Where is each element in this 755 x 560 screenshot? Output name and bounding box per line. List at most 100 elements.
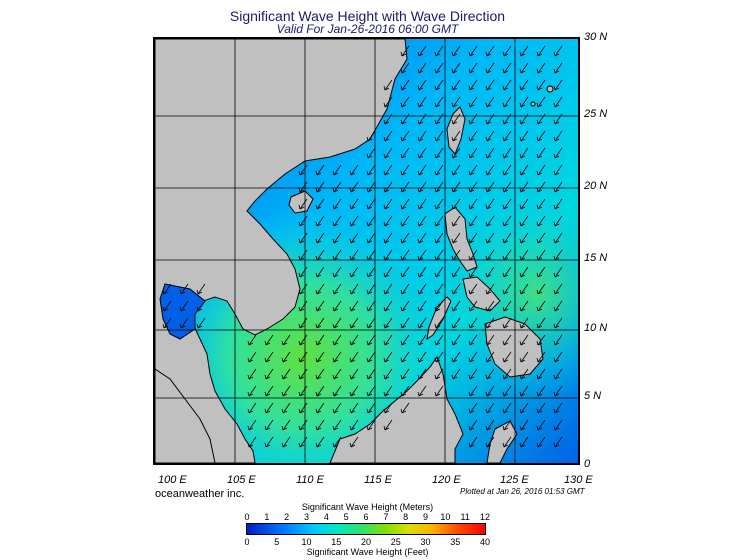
wave-arrow — [468, 113, 478, 125]
land-sulawesi — [486, 420, 518, 463]
wave-arrow — [536, 45, 546, 57]
wave-arrow — [366, 385, 376, 397]
wave-arrow — [383, 402, 393, 414]
credit-text: oceanweather inc. — [155, 488, 245, 500]
wave-arrow — [485, 164, 495, 176]
wave-arrow — [383, 249, 393, 261]
wave-arrow — [349, 436, 359, 448]
wave-arrow — [162, 300, 172, 312]
wave-arrow — [315, 385, 325, 397]
wave-arrow — [383, 368, 393, 380]
lon-label-5: 125 E — [500, 474, 529, 486]
wave-arrow — [553, 317, 563, 329]
wave-arrow — [247, 436, 257, 448]
wave-arrow — [519, 113, 529, 125]
wave-direction-arrows — [162, 45, 563, 448]
wave-arrow — [468, 266, 478, 278]
wave-arrow — [366, 419, 376, 431]
wave-arrow — [468, 368, 478, 380]
wave-arrow — [298, 419, 308, 431]
wave-arrow — [485, 96, 495, 108]
wave-arrow — [349, 249, 359, 261]
wave-arrow — [536, 419, 546, 431]
wave-arrow — [451, 45, 461, 57]
wave-arrow — [434, 181, 444, 193]
lat-label-3: 15 N — [584, 252, 608, 264]
wave-arrow — [468, 96, 478, 108]
wave-arrow — [519, 300, 529, 312]
wave-arrow — [366, 351, 376, 363]
wave-arrow — [349, 368, 359, 380]
wave-arrow — [366, 232, 376, 244]
wave-arrow — [400, 215, 410, 227]
wave-map-canvas — [155, 39, 578, 463]
wave-arrow — [434, 317, 444, 329]
wave-arrow — [366, 181, 376, 193]
wave-arrow — [485, 402, 495, 414]
wave-arrow — [502, 181, 512, 193]
meters-tick-1: 1 — [264, 512, 270, 522]
wave-arrow — [553, 181, 563, 193]
wave-arrow — [332, 317, 342, 329]
wave-arrow — [298, 402, 308, 414]
wave-arrow — [298, 283, 308, 295]
feet-tick-2: 10 — [301, 537, 312, 547]
wave-arrow — [332, 181, 342, 193]
wave-arrow — [485, 198, 495, 210]
meters-tick-9: 9 — [422, 512, 429, 522]
wave-arrow — [366, 215, 376, 227]
wave-arrow — [502, 402, 512, 414]
wave-arrow — [417, 368, 427, 380]
wave-arrow — [536, 147, 546, 159]
wave-arrow — [366, 368, 376, 380]
wave-arrow — [553, 385, 563, 397]
wave-arrow — [468, 402, 478, 414]
wave-arrow — [332, 232, 342, 244]
wave-arrow — [332, 249, 342, 261]
wave-arrow — [417, 45, 427, 57]
wave-arrow — [434, 351, 444, 363]
wave-map — [153, 37, 580, 465]
wave-arrow — [383, 351, 393, 363]
wave-arrow — [553, 283, 563, 295]
wave-arrow — [485, 113, 495, 125]
wave-arrow — [349, 334, 359, 346]
wave-arrow — [298, 334, 308, 346]
wave-arrow — [349, 198, 359, 210]
wave-arrow — [400, 402, 410, 414]
wave-arrow — [400, 300, 410, 312]
wave-arrow — [502, 351, 512, 363]
wave-arrow — [400, 385, 410, 397]
wave-arrow — [332, 419, 342, 431]
wave-arrow — [434, 266, 444, 278]
wave-arrow — [298, 215, 308, 227]
wave-arrow — [451, 79, 461, 91]
wave-arrow — [383, 419, 393, 431]
wave-arrow — [434, 130, 444, 142]
feet-tick-6: 30 — [420, 537, 431, 547]
wave-arrow — [349, 300, 359, 312]
wave-arrow — [162, 283, 172, 295]
wave-arrow — [519, 45, 529, 57]
wave-arrow — [485, 436, 495, 448]
wave-arrow — [553, 96, 563, 108]
wave-arrow — [553, 249, 563, 261]
wave-arrow — [451, 249, 461, 261]
wave-arrow — [485, 283, 495, 295]
wave-arrow — [366, 164, 376, 176]
wave-arrow — [519, 79, 529, 91]
wave-arrow — [485, 266, 495, 278]
feet-tick-0: 0 — [244, 537, 250, 547]
wave-arrow — [434, 283, 444, 295]
legend-colorbar — [246, 523, 486, 535]
wave-arrow — [502, 113, 512, 125]
wave-arrow — [468, 164, 478, 176]
wave-arrow — [366, 266, 376, 278]
wave-arrow — [383, 215, 393, 227]
wave-arrow — [451, 351, 461, 363]
wave-arrow — [400, 283, 410, 295]
wave-arrow — [332, 402, 342, 414]
wave-arrow — [451, 334, 461, 346]
wave-arrow — [468, 45, 478, 57]
land-ryukyu-2 — [530, 101, 536, 107]
